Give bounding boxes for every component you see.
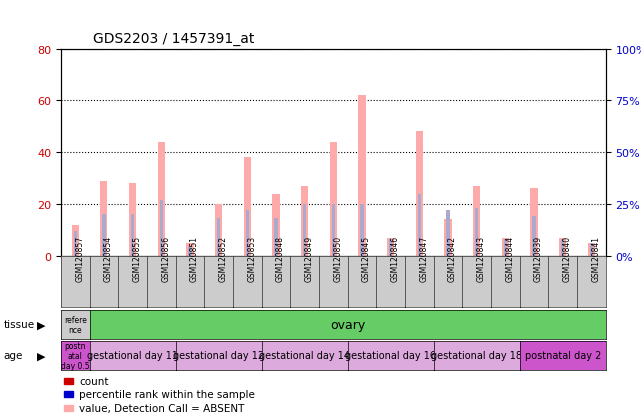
Text: GSM120851: GSM120851 <box>190 236 199 282</box>
Text: percentile rank within the sample: percentile rank within the sample <box>79 389 255 399</box>
Bar <box>473 186 480 256</box>
Text: GSM120847: GSM120847 <box>419 236 428 282</box>
Bar <box>561 240 565 256</box>
Bar <box>418 194 421 256</box>
Bar <box>74 231 77 256</box>
Bar <box>301 186 308 256</box>
Bar <box>188 248 192 256</box>
Bar <box>444 220 452 256</box>
Bar <box>158 142 165 256</box>
Bar <box>504 240 507 256</box>
Text: gestational day 12: gestational day 12 <box>173 351 264 361</box>
Bar <box>389 240 392 256</box>
Bar <box>329 142 337 256</box>
Bar <box>217 219 221 256</box>
Bar <box>360 204 363 256</box>
Text: GSM120852: GSM120852 <box>219 236 228 282</box>
Bar <box>331 204 335 256</box>
Text: GSM120846: GSM120846 <box>390 236 400 282</box>
Text: GSM120849: GSM120849 <box>304 236 313 282</box>
Text: tissue: tissue <box>3 320 35 330</box>
Bar <box>131 215 135 256</box>
Bar <box>303 204 306 256</box>
Bar <box>244 158 251 256</box>
Text: GSM120850: GSM120850 <box>333 236 342 282</box>
Text: count: count <box>79 376 109 386</box>
Text: GSM120853: GSM120853 <box>247 236 256 282</box>
Bar <box>187 243 194 256</box>
Bar <box>531 189 538 256</box>
Text: GSM120843: GSM120843 <box>477 236 486 282</box>
Text: GSM120856: GSM120856 <box>162 236 171 282</box>
Text: GSM120842: GSM120842 <box>448 236 457 282</box>
Bar <box>532 217 536 256</box>
Bar <box>274 219 278 256</box>
Text: GSM120841: GSM120841 <box>592 236 601 282</box>
Text: refere
nce: refere nce <box>64 315 87 334</box>
Bar <box>129 184 136 256</box>
Text: GSM120854: GSM120854 <box>104 236 113 282</box>
Text: GSM120855: GSM120855 <box>133 236 142 282</box>
Bar <box>358 96 365 256</box>
Bar <box>101 181 108 256</box>
Bar <box>475 209 478 256</box>
Text: gestational day 14: gestational day 14 <box>259 351 350 361</box>
Text: GSM120844: GSM120844 <box>505 236 514 282</box>
Bar <box>246 211 249 256</box>
Text: postn
atal
day 0.5: postn atal day 0.5 <box>61 341 90 370</box>
Bar <box>446 211 450 256</box>
Text: GSM120845: GSM120845 <box>362 236 371 282</box>
Bar <box>559 238 566 256</box>
Text: GSM120839: GSM120839 <box>534 236 543 282</box>
Bar <box>588 243 595 256</box>
Text: ovary: ovary <box>330 318 365 331</box>
Bar <box>502 238 509 256</box>
Bar <box>387 238 394 256</box>
Text: GSM120857: GSM120857 <box>75 236 84 282</box>
Bar <box>72 225 79 256</box>
Text: ▶: ▶ <box>37 351 46 361</box>
Text: postnatal day 2: postnatal day 2 <box>524 351 601 361</box>
Text: gestational day 11: gestational day 11 <box>87 351 178 361</box>
Bar <box>102 215 106 256</box>
Bar <box>160 200 163 256</box>
Text: ▶: ▶ <box>37 320 46 330</box>
Text: GSM120848: GSM120848 <box>276 236 285 282</box>
Text: value, Detection Call = ABSENT: value, Detection Call = ABSENT <box>79 403 245 413</box>
Text: gestational day 16: gestational day 16 <box>345 351 436 361</box>
Text: GSM120840: GSM120840 <box>563 236 572 282</box>
Bar <box>215 204 222 256</box>
Bar <box>416 132 423 256</box>
Bar <box>272 194 279 256</box>
Bar <box>590 244 593 256</box>
Text: GDS2203 / 1457391_at: GDS2203 / 1457391_at <box>93 31 254 45</box>
Text: gestational day 18: gestational day 18 <box>431 351 522 361</box>
Text: age: age <box>3 351 22 361</box>
